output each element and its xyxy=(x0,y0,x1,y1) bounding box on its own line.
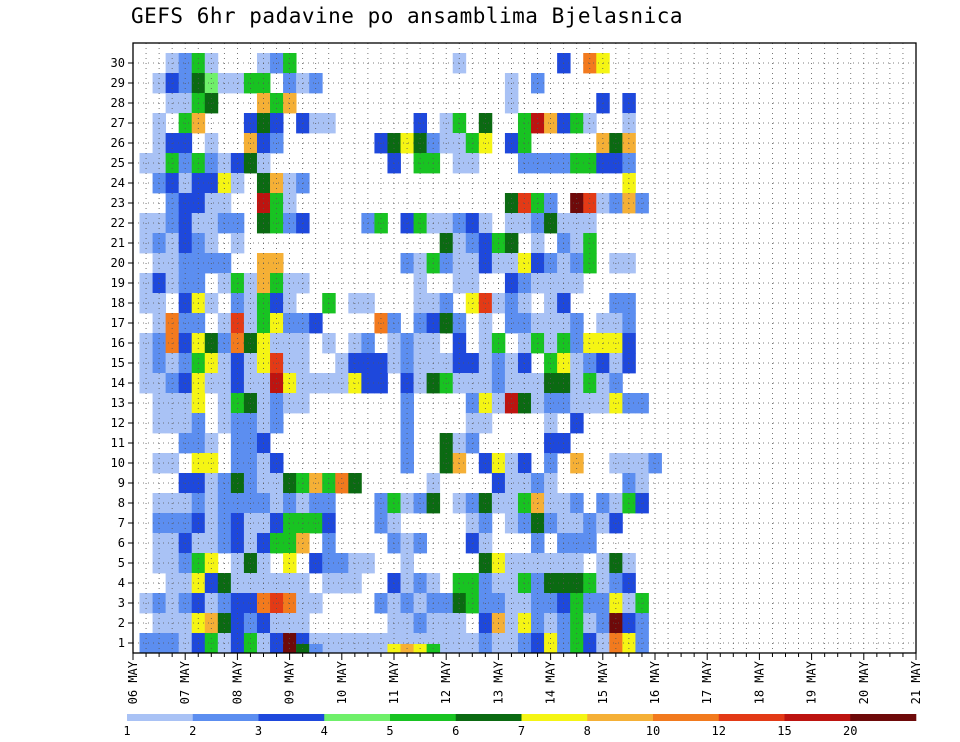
x-tick-label: 16 MAY xyxy=(648,660,662,704)
y-tick-label: 28 xyxy=(111,96,125,110)
chart-title: GEFS 6hr padavine po ansamblima Bjelasni… xyxy=(131,4,684,28)
y-tick-label: 26 xyxy=(111,136,125,150)
x-tick-label: 10 MAY xyxy=(335,660,349,704)
legend-label: 20 xyxy=(843,724,857,738)
x-tick-label: 17 MAY xyxy=(700,660,714,704)
x-tick-label: 08 MAY xyxy=(230,660,244,704)
legend-color-box xyxy=(718,714,785,721)
y-tick-label: 24 xyxy=(111,176,125,190)
y-tick-label: 23 xyxy=(111,196,125,210)
legend-label: 1 xyxy=(123,724,130,738)
color-legend: 1 2 3 4 5 6 7 8 10 12 15 20 xyxy=(123,714,917,738)
y-axis-ticks: 1234567891011121314151617181920212223242… xyxy=(111,56,133,650)
y-tick-label: 14 xyxy=(111,376,125,390)
x-axis-ticks: 06 MAY 07 MAY 08 MAY 09 MAY 10 MAY 11 MAY 12 M… xyxy=(126,653,923,704)
y-tick-label: 1 xyxy=(118,636,125,650)
y-tick-label: 13 xyxy=(111,396,125,410)
legend-color-box xyxy=(784,714,851,721)
grid-lines xyxy=(133,43,916,653)
legend-color-box xyxy=(455,714,522,721)
y-tick-label: 17 xyxy=(111,316,125,330)
x-tick-label: 12 MAY xyxy=(439,660,453,704)
legend-color-box xyxy=(324,714,391,721)
legend-label: 2 xyxy=(189,724,196,738)
legend-label: 12 xyxy=(712,724,726,738)
legend-label: 6 xyxy=(452,724,459,738)
y-tick-label: 9 xyxy=(118,476,125,490)
y-tick-label: 22 xyxy=(111,216,125,230)
legend-label: 3 xyxy=(255,724,262,738)
y-tick-label: 5 xyxy=(118,556,125,570)
y-tick-label: 18 xyxy=(111,296,125,310)
x-tick-label: 11 MAY xyxy=(387,660,401,704)
legend-color-box xyxy=(390,714,457,721)
x-tick-label: 14 MAY xyxy=(544,660,558,704)
legend-color-box xyxy=(258,714,325,721)
legend-label: 10 xyxy=(646,724,660,738)
y-tick-label: 12 xyxy=(111,416,125,430)
y-tick-label: 16 xyxy=(111,336,125,350)
x-tick-label: 21 MAY xyxy=(909,660,923,704)
legend-label: 4 xyxy=(321,724,328,738)
y-tick-label: 25 xyxy=(111,156,125,170)
x-tick-label: 06 MAY xyxy=(126,660,140,704)
y-tick-label: 20 xyxy=(111,256,125,270)
y-tick-label: 7 xyxy=(118,516,125,530)
y-tick-label: 4 xyxy=(118,576,125,590)
y-tick-label: 27 xyxy=(111,116,125,130)
x-tick-label: 09 MAY xyxy=(283,660,297,704)
x-tick-label: 19 MAY xyxy=(805,660,819,704)
x-tick-label: 15 MAY xyxy=(596,660,610,704)
legend-color-box xyxy=(127,714,194,721)
y-tick-label: 19 xyxy=(111,276,125,290)
legend-label: 8 xyxy=(584,724,591,738)
y-tick-label: 29 xyxy=(111,76,125,90)
y-tick-label: 2 xyxy=(118,616,125,630)
x-tick-label: 13 MAY xyxy=(491,660,505,704)
legend-color-box xyxy=(587,714,654,721)
legend-color-box xyxy=(850,714,917,721)
y-tick-label: 21 xyxy=(111,236,125,250)
y-tick-label: 3 xyxy=(118,596,125,610)
x-tick-label: 18 MAY xyxy=(752,660,766,704)
y-tick-label: 30 xyxy=(111,56,125,70)
y-tick-label: 8 xyxy=(118,496,125,510)
legend-color-box xyxy=(653,714,720,721)
x-tick-label: 07 MAY xyxy=(178,660,192,704)
legend-label: 5 xyxy=(386,724,393,738)
y-tick-label: 6 xyxy=(118,536,125,550)
x-tick-label: 20 MAY xyxy=(857,660,871,704)
legend-color-box xyxy=(521,714,588,721)
y-tick-label: 10 xyxy=(111,456,125,470)
y-tick-label: 11 xyxy=(111,436,125,450)
legend-label: 7 xyxy=(518,724,525,738)
y-tick-label: 15 xyxy=(111,356,125,370)
legend-color-box xyxy=(192,714,259,721)
legend-label: 15 xyxy=(777,724,791,738)
